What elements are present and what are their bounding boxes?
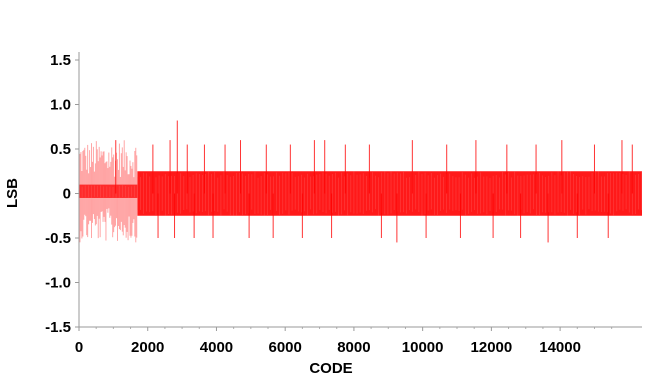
x-tick-label: 12000 — [471, 339, 513, 356]
signal-band — [79, 184, 138, 198]
x-axis-title: CODE — [309, 360, 352, 377]
x-tick-label: 2000 — [131, 339, 164, 356]
y-tick-label: 1.5 — [50, 52, 71, 69]
y-tick-label: -1.5 — [45, 319, 71, 336]
y-tick-label: 0.5 — [50, 141, 71, 158]
x-tick-label: 4000 — [200, 339, 233, 356]
x-tick-label: 6000 — [269, 339, 302, 356]
x-axis-ticks: 0 2000 4000 6000 8000 10000 12000 14000 — [75, 327, 613, 356]
y-tick-label: -1.0 — [45, 275, 71, 292]
y-tick-label: -0.5 — [45, 230, 71, 247]
y-axis-ticks: 1.5 1.0 0.5 0 -0.5 -1.0 -1.5 — [45, 52, 79, 336]
x-tick-label: 14000 — [539, 339, 581, 356]
y-tick-label: 1.0 — [50, 97, 71, 114]
x-tick-label: 8000 — [337, 339, 370, 356]
plot-area — [78, 120, 642, 243]
x-tick-label: 0 — [75, 339, 83, 356]
x-tick-label: 10000 — [402, 339, 444, 356]
y-axis-title: LSB — [4, 178, 21, 208]
y-tick-label: 0 — [63, 186, 71, 203]
